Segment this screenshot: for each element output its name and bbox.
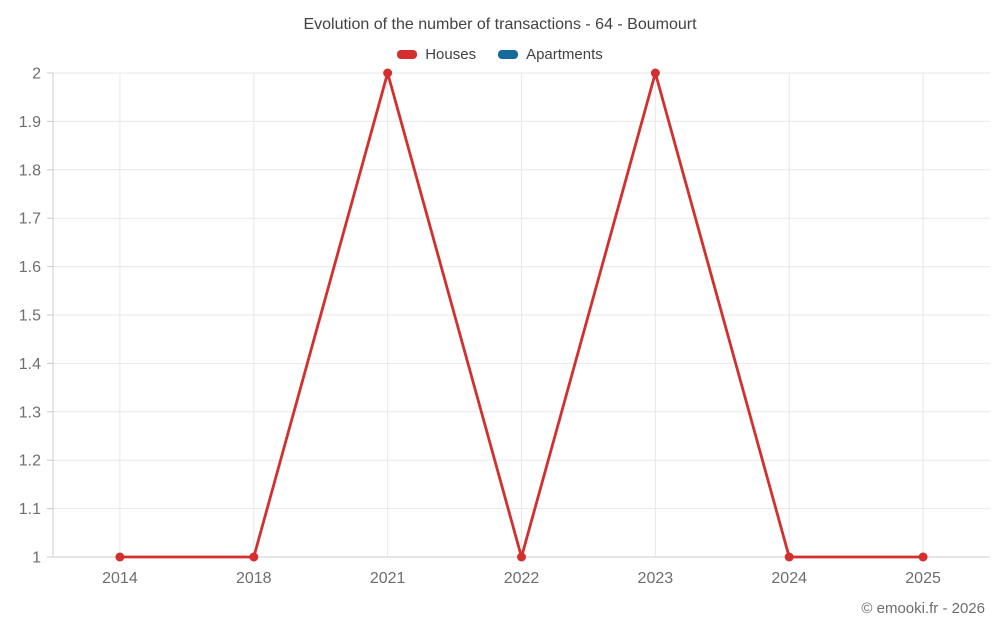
y-tick-label: 1.1 bbox=[19, 501, 41, 518]
x-tick-label: 2023 bbox=[638, 570, 674, 587]
y-tick-label: 1 bbox=[32, 550, 41, 567]
x-tick-label: 2018 bbox=[236, 570, 272, 587]
x-tick-label: 2025 bbox=[905, 570, 941, 587]
data-point-houses-2022[interactable] bbox=[517, 552, 526, 562]
y-tick-label: 1.4 bbox=[19, 356, 41, 373]
legend-item-apartments[interactable]: Apartments bbox=[498, 46, 603, 63]
data-point-houses-2014[interactable] bbox=[115, 552, 125, 562]
data-point-houses-2021[interactable] bbox=[383, 68, 393, 78]
chart-legend: Houses Apartments bbox=[0, 46, 1000, 63]
data-point-houses-2024[interactable] bbox=[784, 552, 794, 562]
legend-item-houses[interactable]: Houses bbox=[397, 46, 476, 63]
y-tick-label: 2 bbox=[32, 66, 41, 83]
y-tick-label: 1.5 bbox=[19, 308, 41, 325]
watermark-copyright: © emooki.fr - 2026 bbox=[861, 600, 985, 617]
data-point-houses-2025[interactable] bbox=[918, 552, 928, 562]
data-point-houses-2018[interactable] bbox=[249, 552, 259, 562]
legend-label-houses: Houses bbox=[425, 46, 477, 63]
chart-title: Evolution of the number of transactions … bbox=[303, 16, 697, 33]
x-tick-label: 2021 bbox=[370, 570, 406, 587]
x-tick-label: 2024 bbox=[771, 570, 807, 587]
houses-swatch-icon bbox=[397, 50, 418, 59]
y-tick-label: 1.2 bbox=[19, 453, 41, 470]
x-tick-label: 2014 bbox=[102, 570, 138, 587]
y-tick-label: 1.9 bbox=[19, 114, 41, 131]
apartments-swatch-icon bbox=[498, 50, 519, 59]
y-tick-label: 1.6 bbox=[19, 259, 41, 276]
y-tick-label: 1.3 bbox=[19, 404, 41, 421]
data-point-houses-2023[interactable] bbox=[650, 68, 660, 78]
legend-label-apartments: Apartments bbox=[526, 46, 603, 63]
x-tick-label: 2022 bbox=[504, 570, 540, 587]
y-tick-label: 1.8 bbox=[19, 162, 41, 179]
y-tick-label: 1.7 bbox=[19, 211, 41, 228]
